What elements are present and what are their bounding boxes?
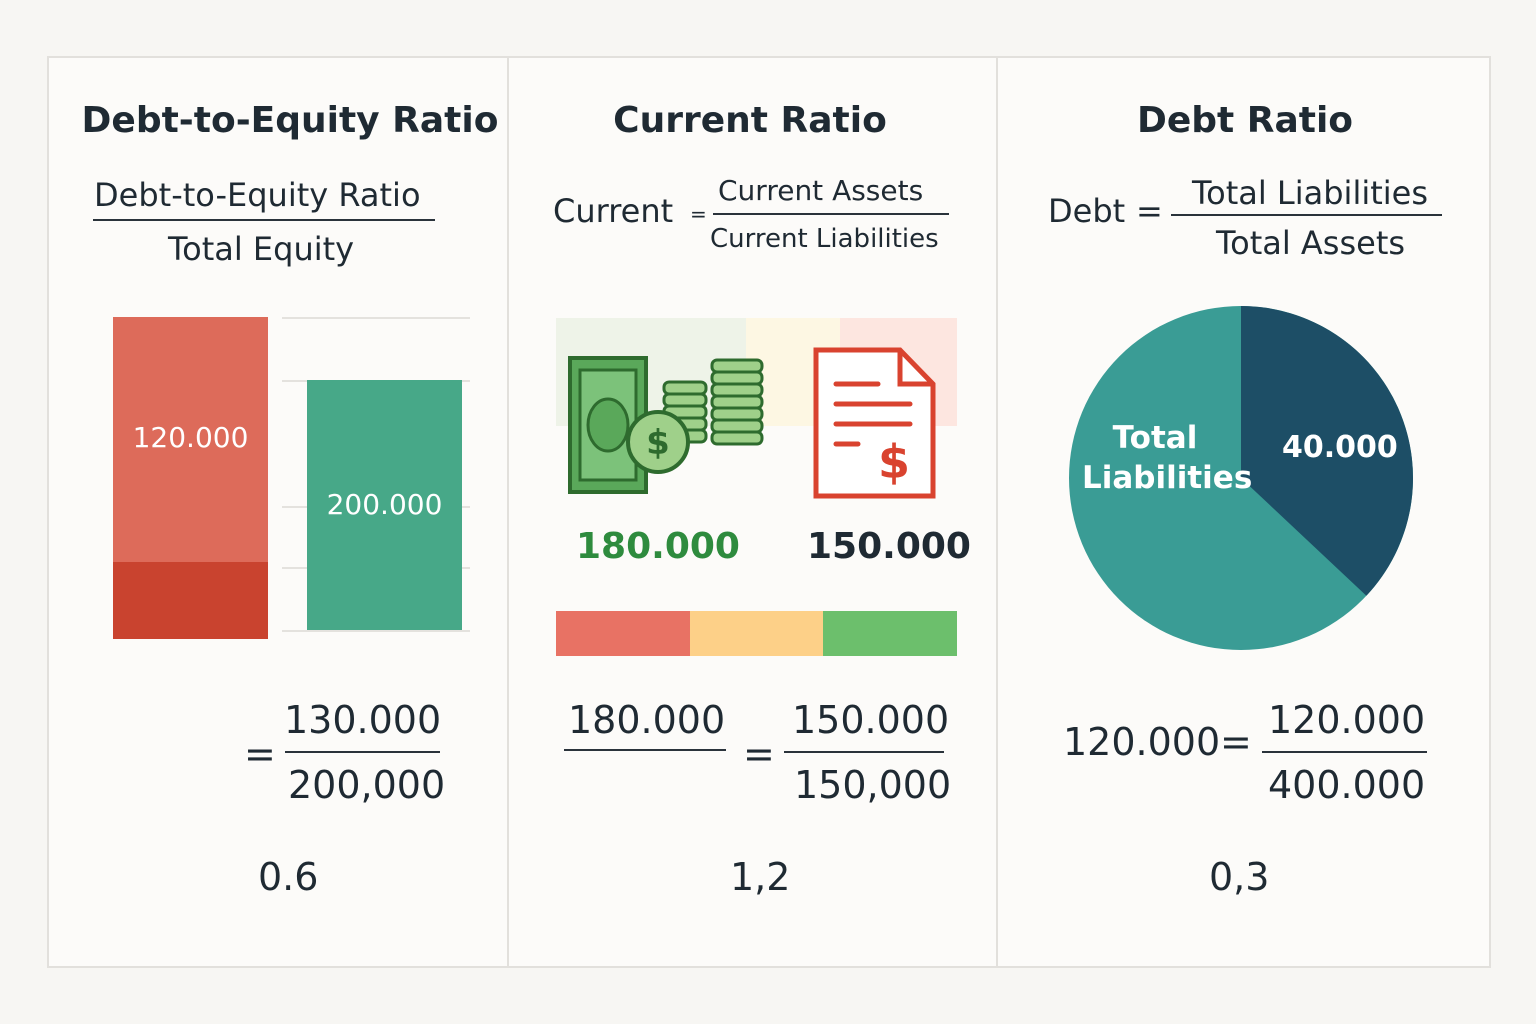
debt-pie-chart	[1069, 306, 1413, 650]
pie-label-slice: 40.000	[1282, 430, 1398, 465]
formula-denominator: Current Liabilities	[710, 224, 939, 254]
equals-sign: =	[244, 732, 276, 776]
fraction-line	[784, 751, 944, 753]
bar-label: 200.000	[326, 488, 443, 521]
formula-lhs: Current	[553, 192, 674, 230]
fraction-line	[1171, 214, 1442, 216]
fraction-line	[93, 219, 435, 221]
fraction-line	[285, 751, 440, 753]
panel-title: Current Ratio	[613, 100, 887, 141]
current-liabilities-value: 150.000	[807, 526, 971, 567]
formula-numerator: Debt-to-Equity Ratio	[94, 176, 421, 214]
calc-numerator: 120.000	[1268, 698, 1426, 742]
result-value: 0,3	[1209, 855, 1270, 899]
panel-title: Debt Ratio	[1136, 100, 1354, 141]
equals-sign: =	[690, 202, 707, 226]
fraction-line	[564, 749, 726, 751]
panel-title: Debt-to-Equity Ratio	[81, 100, 499, 141]
cash-coins-icon: $	[568, 356, 764, 494]
bar-equity: 200.000	[307, 380, 462, 630]
divider	[507, 56, 509, 968]
calc-left: 120.000	[1063, 720, 1221, 764]
calc-denominator: 150,000	[794, 763, 952, 807]
ratio-scale-bar	[556, 611, 958, 656]
fraction-line	[1262, 751, 1427, 753]
gridline	[282, 317, 470, 319]
bar-label: 120.000	[132, 421, 249, 454]
invoice-dollar-icon: $	[813, 347, 936, 499]
pie-label-main: Total Liabilities	[1082, 420, 1253, 496]
result-value: 0.6	[258, 855, 319, 899]
equals-sign: =	[1136, 192, 1163, 230]
bar-debt: 120.000	[113, 317, 268, 639]
formula-numerator: Current Assets	[718, 174, 924, 207]
current-assets-value: 180.000	[576, 526, 740, 567]
fraction-line	[713, 213, 949, 215]
calc-numerator: 150.000	[792, 698, 950, 742]
formula-denominator: Total Equity	[168, 230, 355, 268]
result-value: 1,2	[730, 855, 791, 899]
gridline	[282, 630, 470, 632]
calc-left: 180.000	[568, 698, 726, 742]
calc-denominator: 400.000	[1268, 763, 1426, 807]
pie-slice-debt	[1241, 306, 1413, 596]
calc-denominator: 200,000	[288, 763, 446, 807]
formula-denominator: Total Assets	[1216, 224, 1406, 262]
formula-numerator: Total Liabilities	[1192, 174, 1429, 212]
scale-segment-high	[823, 611, 958, 656]
svg-text:$: $	[878, 435, 910, 489]
equals-sign: =	[743, 732, 775, 776]
scale-segment-mid	[689, 611, 824, 656]
svg-text:$: $	[646, 423, 670, 463]
formula-lhs: Debt	[1048, 192, 1126, 230]
calc-numerator: 130.000	[284, 698, 442, 742]
scale-segment-low	[556, 611, 690, 656]
divider	[996, 56, 998, 968]
equals-sign: =	[1220, 720, 1252, 764]
